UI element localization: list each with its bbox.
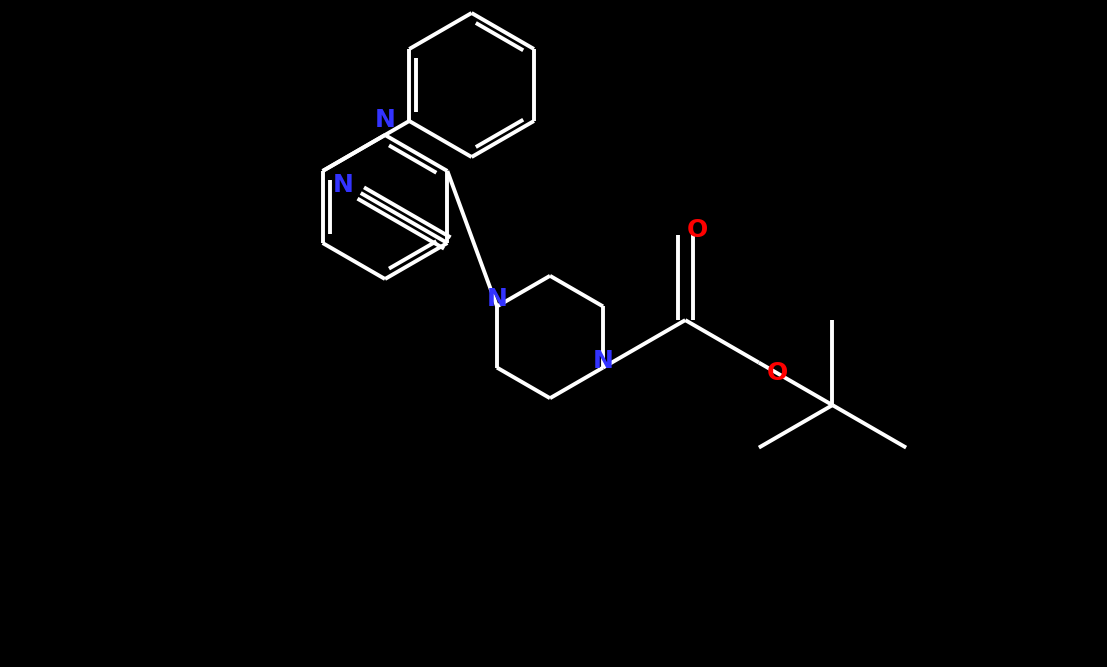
Text: N: N <box>332 173 353 197</box>
Text: N: N <box>592 349 613 373</box>
Text: N: N <box>487 287 507 311</box>
Text: N: N <box>374 108 395 132</box>
Text: O: O <box>686 218 707 242</box>
Text: O: O <box>766 361 787 385</box>
